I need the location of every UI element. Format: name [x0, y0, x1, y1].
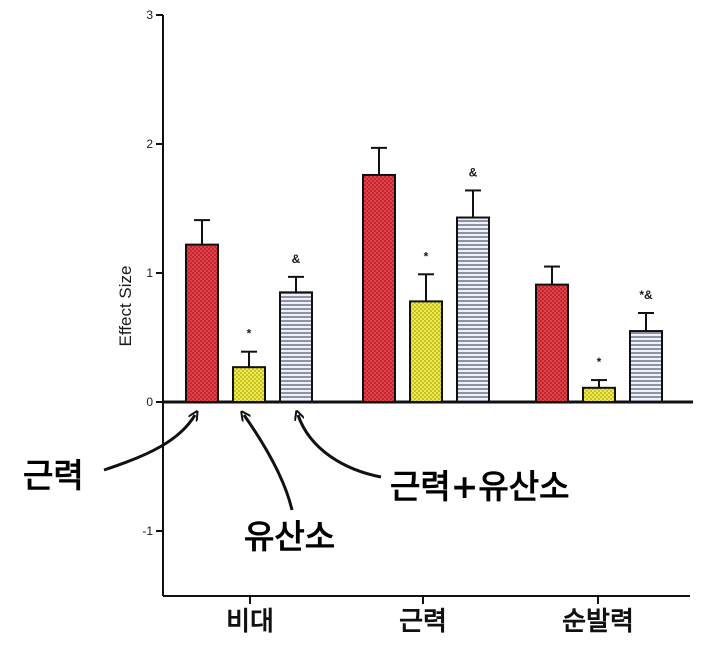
y-tick-label: 3 — [146, 8, 153, 22]
legend-arrow-combined — [298, 415, 382, 479]
legend-label-strength: 근력 — [23, 456, 84, 495]
significance-label: * — [597, 355, 602, 369]
y-tick-label: 1 — [146, 266, 153, 280]
legend-arrow-aerobic — [244, 415, 294, 511]
bars: *& *&**& — [185, 146, 663, 404]
y-ticks: 3 2 1 0 -1 — [142, 8, 163, 538]
category-label: 근력 — [399, 607, 447, 637]
significance-label: & — [469, 165, 478, 179]
y-tick-label: -1 — [142, 524, 153, 538]
category-label: 비대 — [226, 607, 274, 637]
legend-label-combined: 근력+유산소 — [390, 467, 569, 506]
significance-label: & — [292, 252, 301, 266]
y-tick-label: 2 — [146, 137, 153, 151]
bar-strength — [362, 173, 396, 403]
category-ticks — [249, 596, 599, 604]
bar-aerobic — [232, 366, 266, 404]
significance-label: *& — [639, 288, 653, 302]
category-label: 순발력 — [562, 607, 634, 637]
bar-combined — [629, 330, 663, 403]
significance-label: * — [247, 327, 252, 341]
bar-combined — [279, 291, 313, 404]
bar-strength — [535, 283, 569, 403]
y-tick-label: 0 — [146, 395, 153, 409]
legend-arrow-strength — [103, 415, 195, 472]
significance-label: * — [424, 249, 429, 263]
bar-combined — [456, 216, 490, 403]
y-axis-title: Effect Size — [116, 266, 135, 347]
bar-aerobic — [409, 300, 443, 404]
series-legend: 근력 유산소 근력+유산소 — [23, 415, 569, 556]
bar-aerobic — [582, 386, 616, 403]
legend-label-aerobic: 유산소 — [244, 517, 335, 556]
category-labels: 비대 근력 순발력 — [226, 607, 634, 637]
bar-strength — [185, 243, 219, 403]
